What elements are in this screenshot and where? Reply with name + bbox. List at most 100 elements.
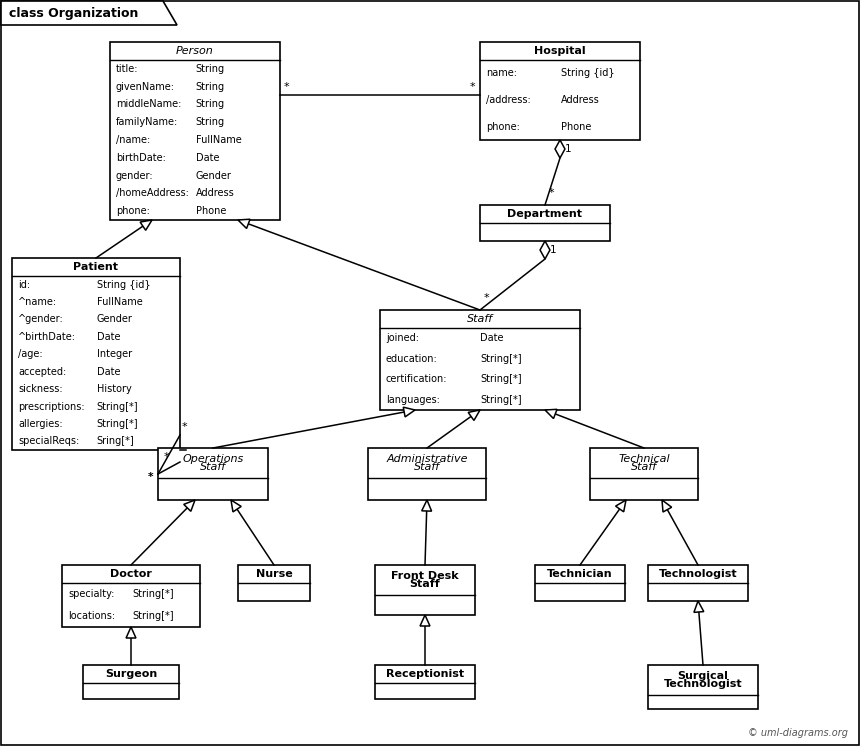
Text: String: String xyxy=(195,64,224,74)
Text: gender:: gender: xyxy=(116,170,154,181)
Text: Administrative: Administrative xyxy=(386,454,468,464)
Text: *: * xyxy=(164,452,169,462)
Polygon shape xyxy=(420,615,430,626)
Text: Staff: Staff xyxy=(467,314,493,324)
Polygon shape xyxy=(555,140,565,158)
Text: FullName: FullName xyxy=(195,135,242,145)
Polygon shape xyxy=(545,409,557,418)
Text: String: String xyxy=(195,99,224,110)
Text: Staff: Staff xyxy=(409,579,440,589)
Text: familyName:: familyName: xyxy=(116,117,178,127)
Text: *: * xyxy=(148,472,154,482)
Bar xyxy=(368,448,486,500)
Text: locations:: locations: xyxy=(68,611,115,621)
Text: specialReqs:: specialReqs: xyxy=(18,436,79,446)
Text: Operations: Operations xyxy=(182,454,243,464)
Text: String {id}: String {id} xyxy=(561,68,614,78)
Text: Phone: Phone xyxy=(195,206,226,216)
Polygon shape xyxy=(540,241,550,259)
Text: String[*]: String[*] xyxy=(480,374,522,384)
Text: History: History xyxy=(96,384,132,394)
Text: Technologist: Technologist xyxy=(664,679,742,689)
Text: givenName:: givenName: xyxy=(116,81,175,92)
Text: joined:: joined: xyxy=(386,333,419,344)
Text: Technical: Technical xyxy=(618,454,670,464)
Bar xyxy=(535,565,625,601)
Text: Receptionist: Receptionist xyxy=(386,669,464,679)
Text: *: * xyxy=(182,422,187,432)
Bar xyxy=(238,565,310,601)
Bar xyxy=(375,665,475,699)
Text: languages:: languages: xyxy=(386,394,439,405)
Bar xyxy=(62,565,200,627)
Text: Surgical: Surgical xyxy=(678,671,728,681)
Text: certification:: certification: xyxy=(386,374,447,384)
Bar xyxy=(480,42,640,140)
Polygon shape xyxy=(468,410,480,421)
Text: prescriptions:: prescriptions: xyxy=(18,401,84,412)
Text: String[*]: String[*] xyxy=(96,419,138,429)
Bar xyxy=(648,665,758,709)
Text: Address: Address xyxy=(195,188,234,199)
Text: *: * xyxy=(549,188,555,198)
Text: String {id}: String {id} xyxy=(96,279,150,290)
Text: middleName:: middleName: xyxy=(116,99,181,110)
Text: /name:: /name: xyxy=(116,135,150,145)
Text: /homeAddress:: /homeAddress: xyxy=(116,188,189,199)
Text: String[*]: String[*] xyxy=(480,394,522,405)
Text: specialty:: specialty: xyxy=(68,589,114,599)
Text: Staff: Staff xyxy=(200,462,226,472)
Text: Staff: Staff xyxy=(631,462,657,472)
Text: allergies:: allergies: xyxy=(18,419,63,429)
Text: 1: 1 xyxy=(550,245,556,255)
Text: String: String xyxy=(195,81,224,92)
Text: Gender: Gender xyxy=(96,314,132,324)
Polygon shape xyxy=(1,1,177,25)
Text: Date: Date xyxy=(195,153,219,163)
Text: phone:: phone: xyxy=(486,122,520,131)
Text: String[*]: String[*] xyxy=(132,589,174,599)
Bar xyxy=(648,565,748,601)
Bar xyxy=(110,42,280,220)
Text: Technologist: Technologist xyxy=(659,569,737,579)
Text: String[*]: String[*] xyxy=(480,354,522,364)
Polygon shape xyxy=(231,500,241,512)
Text: String[*]: String[*] xyxy=(132,611,174,621)
Text: birthDate:: birthDate: xyxy=(116,153,166,163)
Text: FullName: FullName xyxy=(96,297,143,307)
Text: Nurse: Nurse xyxy=(255,569,292,579)
Text: Person: Person xyxy=(176,46,214,56)
Text: Sring[*]: Sring[*] xyxy=(96,436,134,446)
Bar xyxy=(158,448,268,500)
Text: Surgeon: Surgeon xyxy=(105,669,157,679)
Bar xyxy=(12,258,180,450)
Text: *: * xyxy=(484,293,489,303)
Text: /age:: /age: xyxy=(18,350,43,359)
Text: 1: 1 xyxy=(565,144,572,154)
Text: accepted:: accepted: xyxy=(18,367,66,376)
Text: education:: education: xyxy=(386,354,438,364)
Text: Date: Date xyxy=(480,333,503,344)
Polygon shape xyxy=(126,627,136,638)
Text: Department: Department xyxy=(507,209,582,219)
Text: title:: title: xyxy=(116,64,138,74)
Bar xyxy=(375,565,475,615)
Polygon shape xyxy=(140,220,152,230)
Text: *: * xyxy=(284,82,290,92)
Text: Technician: Technician xyxy=(547,569,613,579)
Polygon shape xyxy=(421,500,432,511)
Text: Patient: Patient xyxy=(73,262,119,272)
Text: *: * xyxy=(148,472,154,482)
Text: Integer: Integer xyxy=(96,350,132,359)
Text: Front Desk: Front Desk xyxy=(391,571,459,581)
Bar xyxy=(590,448,698,500)
Text: String: String xyxy=(195,117,224,127)
Text: Date: Date xyxy=(96,332,120,342)
Text: name:: name: xyxy=(486,68,517,78)
Text: Gender: Gender xyxy=(195,170,231,181)
Text: Hospital: Hospital xyxy=(534,46,586,56)
Text: class Organization: class Organization xyxy=(9,7,138,19)
Text: id:: id: xyxy=(18,279,30,290)
Text: phone:: phone: xyxy=(116,206,150,216)
Text: Address: Address xyxy=(561,95,599,105)
